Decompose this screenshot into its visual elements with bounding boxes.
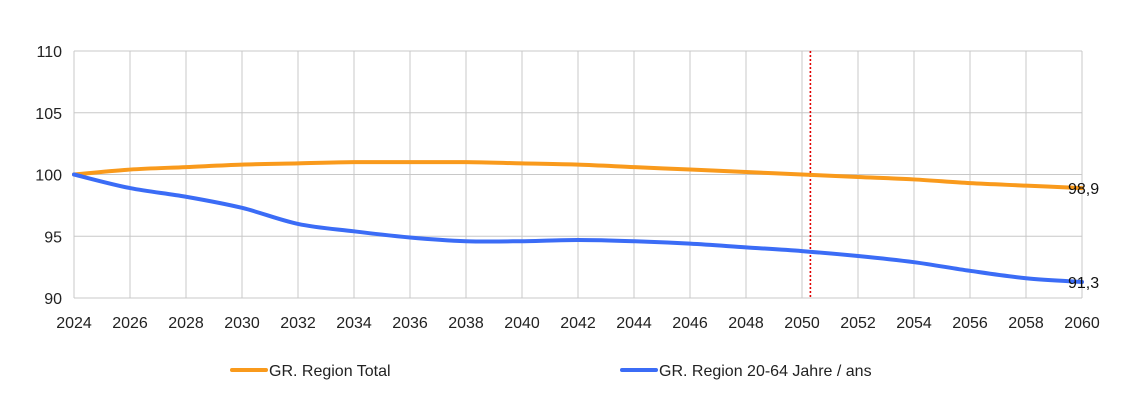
axis-labels: 90 95 100 105 110 2024 2026 2028 2030 2032 2034 203… (35, 44, 1100, 332)
end-value-label: 91,3 (1068, 275, 1099, 292)
x-tick-label: 2026 (112, 315, 148, 332)
x-tick-label: 2040 (504, 315, 540, 332)
series-layer (72, 160, 1084, 284)
x-tick-label: 2042 (560, 315, 596, 332)
x-tick-label: 2056 (952, 315, 988, 332)
y-tick-label: 110 (36, 44, 62, 61)
y-tick-label: 100 (35, 168, 62, 185)
x-tick-label: 2058 (1008, 315, 1044, 332)
legend: GR. Region Total GR. Region 20-64 Jahre /… (230, 363, 872, 380)
legend-label: GR. Region 20-64 Jahre / ans (659, 363, 872, 380)
end-value-label: 98,9 (1068, 181, 1099, 198)
x-tick-label: 2044 (616, 315, 652, 332)
series-line-20-64 (72, 172, 1084, 284)
y-tick-label: 95 (44, 229, 62, 246)
x-tick-label: 2050 (784, 315, 820, 332)
x-tick-label: 2052 (840, 315, 876, 332)
y-tick-label: 90 (44, 291, 62, 308)
x-tick-label: 2038 (448, 315, 484, 332)
x-tick-label: 2032 (280, 315, 316, 332)
x-tick-label: 2060 (1064, 315, 1100, 332)
grid (73, 50, 1083, 299)
series-line-total (72, 160, 1084, 191)
x-tick-label: 2034 (336, 315, 372, 332)
x-tick-label: 2036 (392, 315, 428, 332)
x-tick-label: 2046 (672, 315, 708, 332)
x-tick-label: 2054 (896, 315, 932, 332)
y-tick-label: 105 (35, 106, 62, 123)
x-tick-label: 2024 (56, 315, 92, 332)
end-labels: 98,9 91,3 (1068, 181, 1099, 292)
x-tick-label: 2028 (168, 315, 204, 332)
x-tick-label: 2030 (224, 315, 260, 332)
legend-label: GR. Region Total (269, 363, 391, 380)
x-tick-label: 2048 (728, 315, 764, 332)
